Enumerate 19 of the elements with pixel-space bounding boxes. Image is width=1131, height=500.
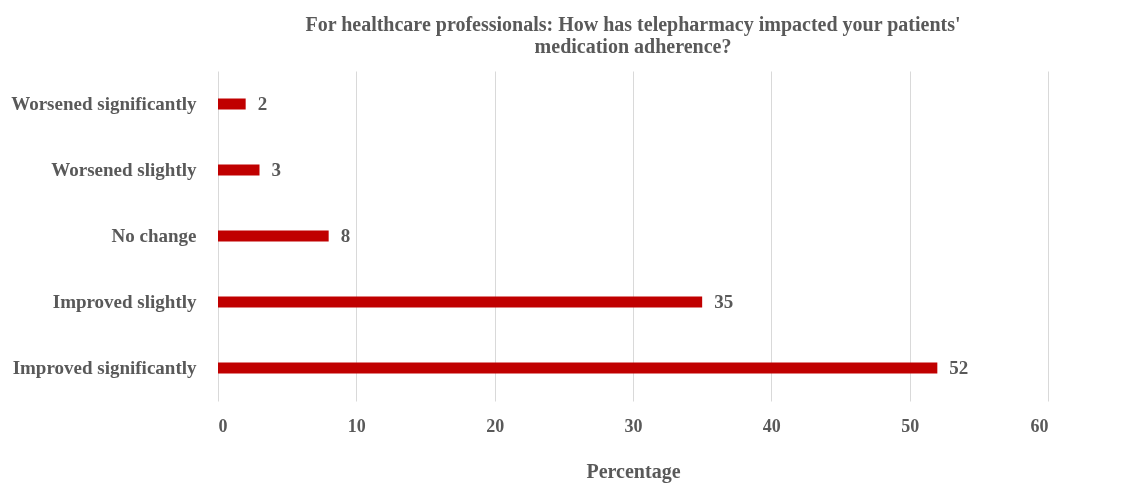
x-tick-label: 20 bbox=[486, 415, 505, 436]
y-tick-label: Improved significantly bbox=[12, 357, 197, 378]
x-tick-label: 0 bbox=[218, 415, 228, 436]
data-label: 52 bbox=[949, 357, 969, 378]
x-tick-label: 10 bbox=[347, 415, 366, 436]
data-label: 2 bbox=[257, 93, 268, 114]
y-tick-label: Improved slightly bbox=[52, 291, 197, 312]
x-tick-label: 50 bbox=[901, 415, 920, 436]
data-label: 3 bbox=[271, 159, 281, 180]
x-tick-label: 30 bbox=[624, 415, 643, 436]
data-label: 8 bbox=[340, 225, 351, 246]
y-tick-label: Worsened slightly bbox=[51, 159, 197, 180]
x-axis-title: Percentage bbox=[586, 459, 681, 483]
x-tick-label: 60 bbox=[1030, 415, 1049, 436]
y-tick-label: No change bbox=[111, 225, 197, 246]
chart-title: For healthcare professionals: How has telepharmacy impacted your patients' medication adherence? bbox=[305, 13, 961, 57]
y-tick-label: Worsened significantly bbox=[11, 93, 197, 114]
data-label: 35 bbox=[714, 291, 734, 312]
x-tick-label: 40 bbox=[762, 415, 781, 436]
